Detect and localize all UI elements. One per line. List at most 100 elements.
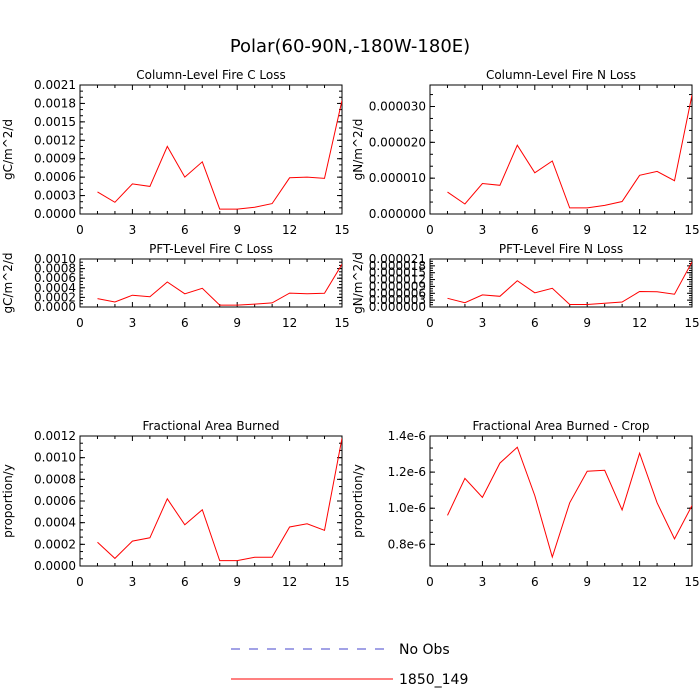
x-tick-label: 6 bbox=[181, 223, 189, 237]
y-tick-label: 0.000000 bbox=[369, 300, 426, 314]
panel-title: Fractional Area Burned bbox=[143, 419, 280, 433]
panel-title: PFT-Level Fire C Loss bbox=[149, 242, 273, 256]
panel-5: Fractional Area Burned proportion/y 0 3 6 9 12… bbox=[1, 419, 350, 589]
panel-title: PFT-Level Fire N Loss bbox=[499, 242, 623, 256]
x-tick-label: 15 bbox=[684, 223, 699, 237]
plot-frame bbox=[429, 84, 693, 215]
y-axis-label: gN/m^2/d bbox=[351, 252, 365, 314]
y-tick-label: 0.000009 bbox=[369, 279, 426, 293]
y-tick-label: 0.000006 bbox=[369, 286, 426, 300]
y-tick-label: 0.000010 bbox=[369, 171, 426, 185]
x-tick-label: 0 bbox=[76, 575, 84, 589]
x-tick-label: 15 bbox=[334, 316, 349, 330]
x-tick-label: 9 bbox=[233, 316, 241, 330]
plot-frame bbox=[79, 435, 343, 567]
x-tick-label: 0 bbox=[426, 316, 434, 330]
x-tick-label: 15 bbox=[684, 575, 699, 589]
y-tick-label: 0.0008 bbox=[34, 472, 76, 486]
y-tick-label: 0.0004 bbox=[34, 281, 76, 295]
y-axis-label: gC/m^2/d bbox=[1, 252, 15, 313]
y-tick-label: 0.0004 bbox=[34, 516, 76, 530]
y-tick-label: 1.4e-6 bbox=[388, 429, 426, 443]
y-tick-label: 0.000018 bbox=[369, 259, 426, 273]
y-tick-label: 0.0008 bbox=[34, 262, 76, 276]
y-tick-label: 0.0000 bbox=[34, 559, 76, 573]
x-tick-label: 12 bbox=[282, 223, 297, 237]
legend-label-1: No Obs bbox=[399, 642, 450, 658]
x-tick-label: 0 bbox=[76, 316, 84, 330]
y-tick-label: 0.000003 bbox=[369, 293, 426, 307]
y-tick-label: 0.0006 bbox=[34, 170, 76, 184]
panel-1: Column-Level Fire C Loss gC/m^2/d 0 3 6 9 12 15… bbox=[1, 68, 350, 237]
y-tick-label: 1.2e-6 bbox=[388, 465, 426, 479]
y-axis-label: gC/m^2/d bbox=[1, 119, 15, 180]
x-tick-label: 9 bbox=[233, 223, 241, 237]
x-tick-label: 12 bbox=[632, 316, 647, 330]
x-tick-label: 9 bbox=[233, 575, 241, 589]
y-tick-label: 0.0000 bbox=[34, 207, 76, 221]
x-tick-label: 3 bbox=[129, 575, 137, 589]
y-tick-label: 0.0006 bbox=[34, 271, 76, 285]
panel-title: Fractional Area Burned - Crop bbox=[473, 419, 650, 433]
panel-4: PFT-Level Fire N Loss gN/m^2/d 0 3 6 9 12 15 0.0… bbox=[351, 242, 700, 330]
x-tick-label: 9 bbox=[583, 223, 591, 237]
series-line bbox=[97, 264, 342, 306]
y-tick-label: 0.0002 bbox=[34, 537, 76, 551]
series-line bbox=[97, 100, 342, 210]
y-tick-label: 0.000021 bbox=[369, 252, 426, 266]
y-tick-label: 1.0e-6 bbox=[388, 501, 426, 515]
y-tick-label: 0.000000 bbox=[369, 207, 426, 221]
series-line bbox=[447, 446, 692, 559]
y-tick-label: 0.0015 bbox=[34, 115, 76, 129]
y-axis-label: proportion/y bbox=[1, 464, 15, 538]
series-line bbox=[97, 438, 342, 562]
y-tick-label: 0.0006 bbox=[34, 494, 76, 508]
y-axis-label: gN/m^2/d bbox=[351, 119, 365, 181]
x-tick-label: 0 bbox=[426, 575, 434, 589]
series-line bbox=[447, 94, 692, 209]
x-tick-label: 6 bbox=[181, 575, 189, 589]
x-tick-label: 12 bbox=[632, 223, 647, 237]
panels: Column-Level Fire C Loss gC/m^2/d 0 3 6 9 12 15… bbox=[1, 68, 700, 589]
y-tick-label: 0.0009 bbox=[34, 152, 76, 166]
y-tick-label: 0.0012 bbox=[34, 133, 76, 147]
panel-3: PFT-Level Fire C Loss gC/m^2/d 0 3 6 9 12 15 0.0… bbox=[1, 242, 350, 330]
y-axis-label: proportion/y bbox=[351, 464, 365, 538]
plot-frame bbox=[429, 435, 693, 567]
x-tick-label: 15 bbox=[334, 223, 349, 237]
y-tick-label: 0.000015 bbox=[369, 266, 426, 280]
y-tick-label: 0.000012 bbox=[369, 273, 426, 287]
x-tick-label: 6 bbox=[531, 223, 539, 237]
y-tick-label: 0.0021 bbox=[34, 78, 76, 92]
plot-frame bbox=[79, 84, 343, 215]
x-tick-label: 12 bbox=[282, 575, 297, 589]
x-tick-label: 6 bbox=[531, 316, 539, 330]
x-tick-label: 3 bbox=[479, 316, 487, 330]
y-tick-label: 0.0012 bbox=[34, 429, 76, 443]
y-tick-label: 0.0002 bbox=[34, 290, 76, 304]
y-tick-label: 0.0003 bbox=[34, 189, 76, 203]
legend: No Obs 1850_149 bbox=[231, 642, 468, 688]
x-tick-label: 3 bbox=[479, 575, 487, 589]
legend-label-2: 1850_149 bbox=[399, 672, 468, 688]
x-tick-label: 15 bbox=[334, 575, 349, 589]
figure-title: Polar(60-90N,-180W-180E) bbox=[230, 36, 470, 57]
y-tick-label: 0.000020 bbox=[369, 135, 426, 149]
plot-frame bbox=[79, 258, 343, 308]
x-tick-label: 3 bbox=[129, 223, 137, 237]
y-tick-label: 0.0010 bbox=[34, 451, 76, 465]
panel-title: Column-Level Fire N Loss bbox=[486, 68, 636, 82]
y-tick-label: 0.0010 bbox=[34, 252, 76, 266]
x-tick-label: 12 bbox=[632, 575, 647, 589]
x-tick-label: 0 bbox=[426, 223, 434, 237]
x-tick-label: 15 bbox=[684, 316, 699, 330]
x-tick-label: 9 bbox=[583, 575, 591, 589]
x-tick-label: 12 bbox=[282, 316, 297, 330]
x-tick-label: 0 bbox=[76, 223, 84, 237]
series-line bbox=[447, 261, 692, 305]
y-tick-label: 0.8e-6 bbox=[388, 537, 426, 551]
x-tick-label: 3 bbox=[479, 223, 487, 237]
panel-title: Column-Level Fire C Loss bbox=[136, 68, 286, 82]
x-tick-label: 6 bbox=[531, 575, 539, 589]
x-tick-label: 3 bbox=[129, 316, 137, 330]
